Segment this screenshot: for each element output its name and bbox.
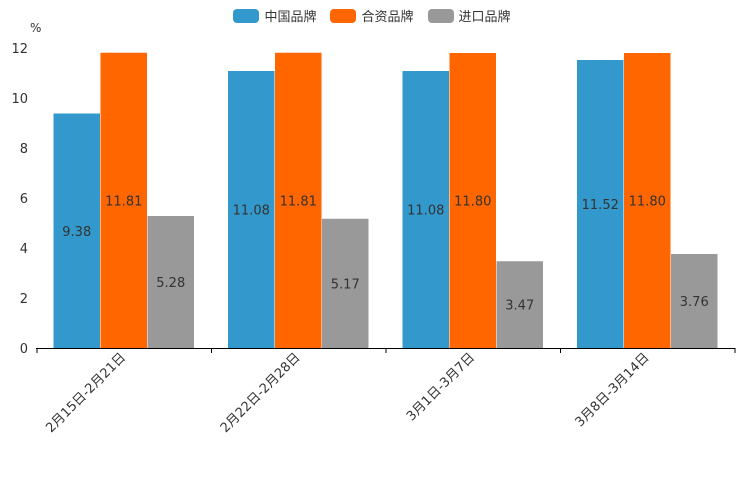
legend-item-joint-venture-brand[interactable]: 合资品牌 xyxy=(330,6,414,25)
x-category-label-4: 3月8日-3月14日 xyxy=(573,350,653,430)
legend-label-china-brand: 中国品牌 xyxy=(264,10,317,25)
data-label-3-1: 5.28 xyxy=(156,276,185,291)
bar-1-1[interactable] xyxy=(53,113,101,349)
legend-item-import-brand[interactable]: 进口品牌 xyxy=(427,6,511,25)
data-label-2-3: 11.80 xyxy=(454,195,491,210)
data-label-2-2: 11.81 xyxy=(280,194,317,209)
data-label-2-4: 11.80 xyxy=(629,195,666,210)
bar-3-2[interactable] xyxy=(322,218,369,348)
data-label-1-1: 9.38 xyxy=(62,225,91,240)
y-tick-label-6: 12 xyxy=(11,42,28,57)
x-category-label-2: 2月22日-2月28日 xyxy=(218,350,304,436)
data-label-1-2: 11.08 xyxy=(233,204,270,219)
data-label-1-4: 11.52 xyxy=(582,198,619,213)
bar-3-1[interactable] xyxy=(147,216,195,348)
bar-2-2[interactable] xyxy=(275,52,322,348)
y-tick-label-4: 8 xyxy=(20,142,28,157)
bar-2-1[interactable] xyxy=(100,52,148,348)
legend-item-china-brand[interactable]: 中国品牌 xyxy=(233,6,316,25)
bar-2-4[interactable] xyxy=(624,53,671,348)
y-tick-label-2: 4 xyxy=(20,242,28,257)
x-category-label-3: 3月1日-3月7日 xyxy=(404,350,478,424)
data-label-1-3: 11.08 xyxy=(407,204,444,219)
data-label-2-1: 11.81 xyxy=(105,194,142,209)
bar-1-2[interactable] xyxy=(228,71,275,348)
data-label-3-3: 3.47 xyxy=(505,299,534,314)
legend-swatch-import-brand xyxy=(427,8,454,23)
legend-label-joint-venture-brand: 合资品牌 xyxy=(361,10,414,25)
y-axis-unit-label: % xyxy=(30,21,42,35)
legend: 中国品牌 合资品牌 进口品牌 xyxy=(0,6,744,25)
bar-3-3[interactable] xyxy=(496,261,544,348)
y-tick-label-0: 0 xyxy=(20,342,28,357)
bar-2-3[interactable] xyxy=(449,53,497,348)
y-tick-label-3: 6 xyxy=(20,192,28,207)
legend-swatch-china-brand xyxy=(233,8,260,23)
legend-swatch-joint-venture-brand xyxy=(330,8,357,23)
y-tick-label-5: 10 xyxy=(11,92,28,107)
data-label-3-2: 5.17 xyxy=(331,277,360,292)
x-category-label-1: 2月15日-2月21日 xyxy=(43,350,129,436)
bar-1-3[interactable] xyxy=(402,71,450,348)
bar-3-4[interactable] xyxy=(671,254,718,348)
data-label-3-4: 3.76 xyxy=(680,295,709,310)
bar-1-4[interactable] xyxy=(577,60,624,348)
legend-label-import-brand: 进口品牌 xyxy=(458,10,511,25)
y-tick-label-1: 2 xyxy=(20,292,28,307)
